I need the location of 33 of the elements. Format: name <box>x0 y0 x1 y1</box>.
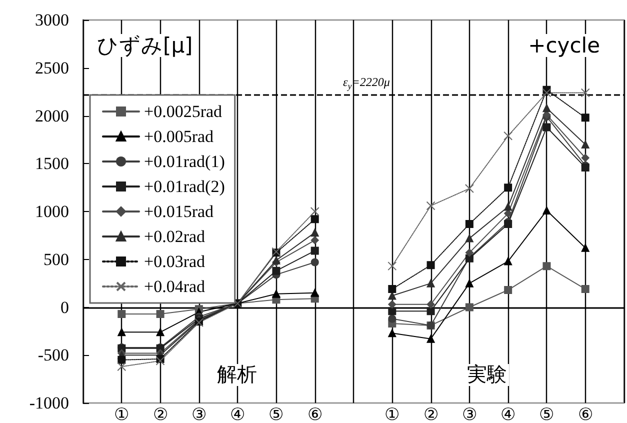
x-tick-label: ③ <box>462 405 477 423</box>
x-tick-label: ⑤ <box>268 405 284 423</box>
y-tick-label: 2000 <box>35 106 69 126</box>
x-tick-label: ① <box>384 405 400 423</box>
legend-label: +0.005rad <box>144 127 214 146</box>
y-tick-label: 2500 <box>35 58 69 78</box>
x-tick-label: ② <box>152 405 168 423</box>
y-tick-label: 1500 <box>35 154 69 174</box>
x-tick-label: ⑥ <box>307 405 322 423</box>
legend-label: +0.015rad <box>144 202 214 221</box>
x-tick-label: ② <box>423 405 438 423</box>
y-tick-label: 0 <box>60 298 69 317</box>
x-tick-label: ⑤ <box>539 405 554 423</box>
legend-label: +0.0025rad <box>144 102 223 121</box>
legend-label: +0.01rad(1) <box>144 152 225 171</box>
y-tick-label: 500 <box>44 250 69 269</box>
y-tick-label: -500 <box>38 346 69 365</box>
annotation: 実験 <box>467 363 507 386</box>
annotation: ひずみ[μ] <box>97 34 193 58</box>
y-tick-label: 1000 <box>35 202 69 221</box>
legend-label: +0.03rad <box>144 252 206 271</box>
x-tick-label: ⑥ <box>578 405 593 423</box>
legend-label: +0.01rad(2) <box>144 177 225 196</box>
x-tick-label: ③ <box>191 405 206 423</box>
annotation: +cycle <box>528 34 600 58</box>
x-tick-label: ④ <box>230 405 246 423</box>
x-tick-label: ① <box>114 405 130 423</box>
x-tick-label: ④ <box>500 405 516 423</box>
legend-label: +0.02rad <box>144 227 206 246</box>
y-tick-label: -1000 <box>29 394 69 412</box>
y-tick-label: 3000 <box>35 10 69 30</box>
annotation: 解析 <box>217 364 257 386</box>
legend-label: +0.04rad <box>144 277 206 296</box>
